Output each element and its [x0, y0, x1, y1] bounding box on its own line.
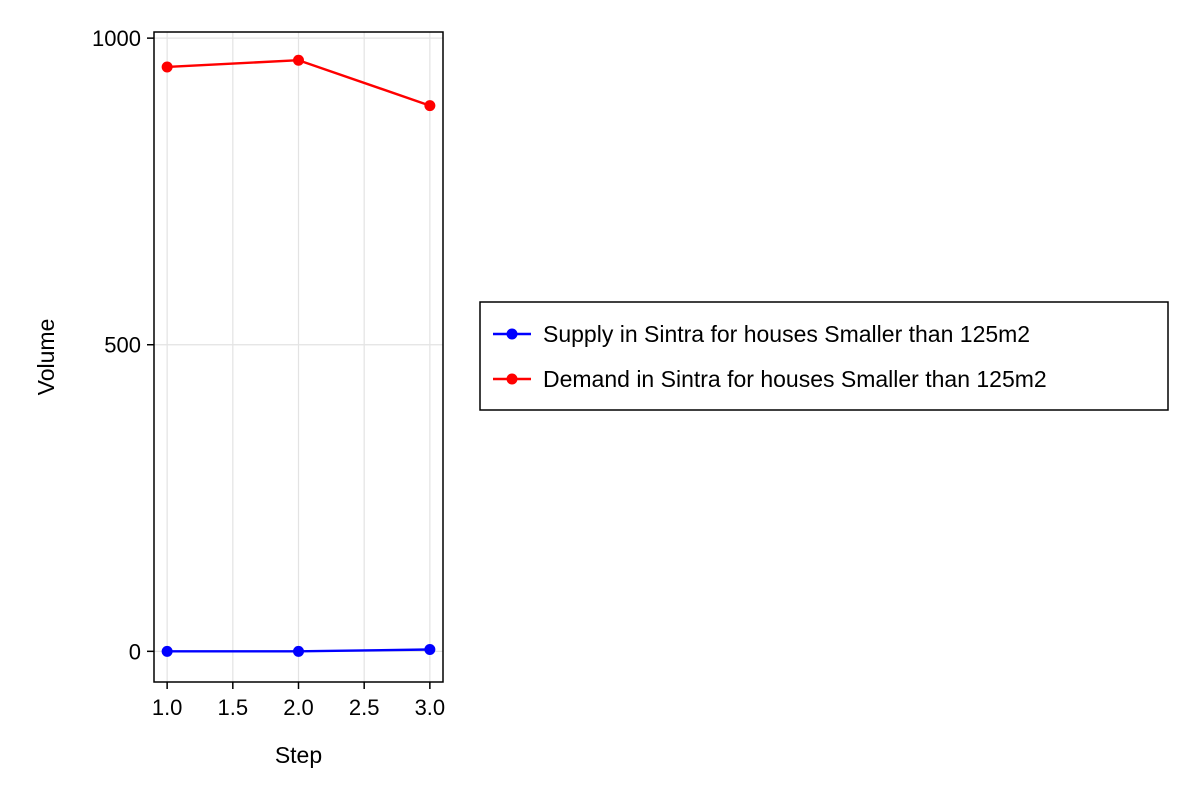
x-axis-label: Step [275, 742, 322, 768]
data-point [424, 100, 436, 112]
legend: Supply in Sintra for houses Smaller than… [479, 301, 1169, 411]
data-point [293, 645, 304, 657]
series-layer [161, 54, 436, 657]
legend-items: Supply in Sintra for houses Smaller than… [493, 321, 1047, 392]
grid-layer [154, 32, 443, 682]
legend-marker [506, 373, 518, 385]
x-tick-label: 1.5 [218, 695, 249, 720]
y-tick-label: 500 [104, 333, 141, 358]
tick-layer: 1.0 1.5 2.0 2.5 3.0 0 500 1000 [92, 26, 445, 720]
x-tick-label: 2.0 [283, 695, 314, 720]
y-tick-label: 1000 [92, 26, 141, 51]
data-point [424, 644, 436, 655]
x-tick-label: 2.5 [349, 695, 380, 720]
x-tick-label: 1.0 [152, 695, 183, 720]
legend-label: Supply in Sintra for houses Smaller than… [543, 321, 1030, 347]
data-point [161, 61, 173, 73]
data-point [161, 645, 173, 657]
legend-box [479, 301, 1169, 411]
data-point [293, 54, 304, 66]
y-axis-label: Volume [33, 319, 59, 396]
x-tick-label: 3.0 [415, 695, 446, 720]
legend-marker [506, 328, 518, 340]
y-tick-label: 0 [129, 639, 141, 664]
legend-label: Demand in Sintra for houses Smaller than… [543, 366, 1047, 392]
